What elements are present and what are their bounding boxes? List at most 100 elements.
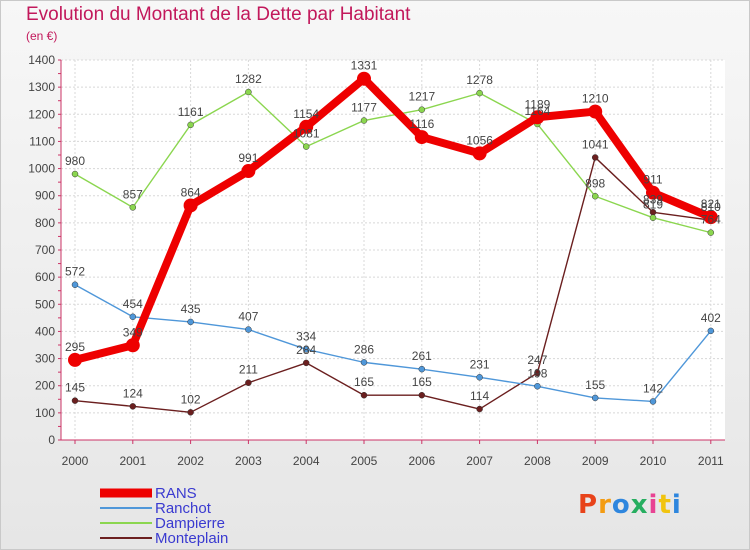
data-point	[591, 394, 599, 402]
data-label: 295	[65, 340, 85, 354]
data-label: 1161	[178, 105, 204, 119]
data-point	[302, 346, 310, 353]
data-point	[299, 119, 314, 134]
y-tick-label: 600	[35, 270, 55, 284]
data-label: 810	[701, 200, 721, 214]
data-label: 145	[65, 381, 85, 395]
y-tick-label: 800	[35, 216, 55, 230]
data-label: 1189	[524, 97, 550, 111]
x-tick-label: 2001	[119, 454, 146, 468]
data-point	[245, 326, 252, 333]
data-point	[129, 403, 137, 410]
x-tick-label: 2006	[408, 454, 435, 468]
data-point	[187, 409, 194, 416]
data-point	[534, 369, 541, 377]
data-label: 1164	[524, 104, 550, 118]
data-label: 1217	[408, 90, 435, 104]
data-point	[476, 374, 483, 381]
x-tick-label: 2005	[351, 454, 378, 468]
data-point	[418, 106, 426, 113]
y-tick-label: 700	[35, 243, 55, 257]
data-label: 911	[643, 173, 662, 187]
data-label: 857	[123, 187, 143, 201]
x-tick-label: 2004	[293, 454, 320, 468]
data-point	[187, 318, 194, 326]
data-point	[302, 359, 310, 367]
data-label: 1331	[351, 59, 378, 73]
data-label: 454	[123, 297, 143, 311]
data-label: 198	[527, 366, 547, 380]
data-label: 261	[412, 349, 432, 363]
data-label: 286	[354, 342, 374, 356]
data-label: 898	[585, 176, 605, 190]
x-tick-label: 2007	[466, 454, 493, 468]
data-label: 991	[238, 151, 258, 165]
data-point	[476, 405, 483, 413]
y-tick-label: 500	[35, 297, 55, 311]
data-label: 1278	[466, 73, 493, 87]
data-label: 572	[65, 265, 85, 279]
data-point	[129, 204, 137, 211]
data-label: 1081	[293, 127, 320, 141]
x-tick-label: 2000	[62, 454, 89, 468]
series-ranchot	[71, 281, 715, 405]
data-point	[71, 397, 79, 404]
data-label: 1116	[409, 117, 434, 131]
data-label: 165	[354, 375, 374, 389]
data-label: 1056	[466, 133, 493, 147]
series-line	[74, 156, 711, 414]
data-label: 980	[65, 154, 85, 168]
y-tick-label: 900	[35, 189, 55, 203]
data-point	[649, 214, 657, 221]
legend-label-ranchot: Ranchot	[155, 500, 212, 517]
data-point	[707, 229, 715, 236]
data-point	[476, 89, 483, 97]
series-line	[74, 284, 712, 403]
data-label: 211	[239, 363, 258, 377]
data-label: 247	[527, 353, 547, 367]
y-tick-label: 200	[35, 379, 55, 393]
data-point	[530, 110, 545, 125]
data-point	[591, 154, 599, 161]
data-point	[414, 130, 429, 145]
data-point	[245, 379, 252, 386]
series-line	[74, 74, 713, 364]
data-point	[472, 146, 487, 161]
data-point	[302, 143, 310, 150]
legend-label-monteplain: Monteplain	[155, 530, 228, 547]
y-tick-label: 1200	[28, 107, 55, 121]
data-point	[241, 164, 256, 179]
chart-subtitle: (en €)	[26, 29, 58, 43]
data-point	[418, 365, 426, 373]
y-tick-label: 300	[35, 352, 55, 366]
data-point	[360, 117, 368, 124]
data-point	[357, 71, 371, 86]
data-point	[649, 398, 657, 405]
y-tick-label: 1400	[28, 53, 55, 67]
data-label: 764	[701, 213, 721, 227]
series-line	[74, 91, 711, 234]
data-point	[71, 170, 79, 178]
logo-letter: o	[611, 490, 631, 520]
logo-letter: t	[658, 490, 672, 520]
data-point	[71, 281, 79, 288]
data-label: 284	[296, 343, 316, 357]
x-tick-label: 2009	[582, 454, 609, 468]
data-label: 821	[701, 197, 721, 211]
proxiti-logo: Proxiti	[578, 490, 682, 520]
data-label: 124	[123, 386, 143, 400]
data-label: 1154	[293, 107, 319, 121]
data-label: 1177	[351, 101, 377, 115]
data-point	[703, 210, 718, 225]
data-point	[245, 88, 252, 96]
data-label: 334	[296, 329, 316, 343]
data-point	[125, 338, 140, 353]
y-tick-label: 1300	[28, 80, 55, 94]
logo-letter: i	[648, 490, 659, 520]
series-rans	[68, 71, 718, 367]
data-label: 402	[701, 311, 721, 325]
data-label: 435	[181, 302, 201, 316]
y-tick-label: 100	[35, 406, 55, 420]
data-point	[360, 391, 368, 399]
